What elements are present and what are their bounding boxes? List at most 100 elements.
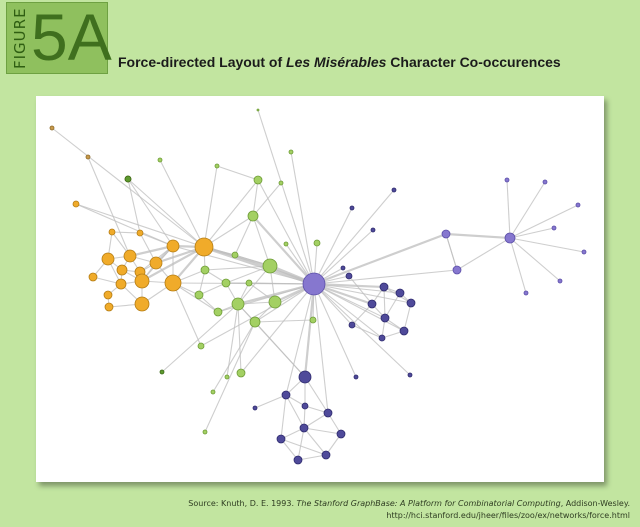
graph-node — [256, 108, 260, 112]
graph-edge — [297, 427, 305, 461]
graph-edge — [216, 165, 259, 181]
source-pre: Source: Knuth, D. E. 1993. — [188, 499, 297, 508]
graph-node — [309, 316, 317, 324]
graph-node — [581, 249, 587, 255]
graph-node — [321, 450, 331, 460]
figure-title: Force-directed Layout of Les Misérables … — [118, 54, 561, 70]
graph-edge — [111, 231, 141, 234]
graph-edge — [290, 151, 315, 285]
graph-edge — [257, 179, 315, 285]
graph-node — [136, 229, 144, 237]
graph-node — [391, 187, 397, 193]
graph-node — [557, 278, 563, 284]
source-citation: Source: Knuth, D. E. 1993. The Stanford … — [188, 498, 630, 522]
title-italic: Les Misérables — [286, 54, 387, 70]
graph-edge — [313, 283, 383, 339]
network-graph — [49, 108, 587, 465]
graph-edge — [234, 215, 254, 256]
graph-edge — [280, 438, 299, 461]
graph-edge — [285, 283, 315, 396]
graph-node — [115, 278, 127, 290]
graph-node — [252, 405, 258, 411]
source-line-1: Source: Knuth, D. E. 1993. The Stanford … — [188, 498, 630, 510]
graph-edge — [506, 179, 511, 239]
graph-node — [353, 374, 359, 380]
graph-edge — [172, 282, 202, 347]
graph-node — [281, 390, 291, 400]
graph-edge — [204, 265, 271, 271]
graph-edge — [254, 283, 315, 323]
graph-node — [379, 282, 389, 292]
graph-node — [236, 368, 246, 378]
graph-edge — [509, 237, 561, 282]
graph-node — [247, 210, 259, 222]
graph-node — [134, 273, 150, 289]
figure-label: FIGURE — [11, 7, 29, 69]
graph-node — [268, 295, 282, 309]
graph-node — [298, 370, 312, 384]
graph-edge — [257, 109, 315, 285]
graph-edge — [313, 283, 412, 304]
graph-edge — [384, 292, 401, 319]
graph-edge — [285, 394, 305, 429]
graph-edge — [217, 283, 315, 313]
graph-node — [395, 288, 405, 298]
graph-node — [224, 374, 230, 380]
graph-node — [283, 241, 289, 247]
graph-edge — [75, 203, 205, 248]
graph-edge — [127, 178, 205, 248]
graph-node — [103, 290, 113, 300]
graph-edge — [313, 269, 458, 285]
graph-edge — [313, 283, 329, 414]
graph-node — [72, 200, 80, 208]
graph-edge — [87, 156, 131, 257]
graph-edge — [403, 302, 412, 332]
graph-edge — [351, 303, 373, 326]
graph-node — [441, 229, 451, 239]
graph-node — [406, 298, 416, 308]
graph-edge — [445, 233, 458, 271]
graph-node — [194, 237, 214, 257]
title-post: Character Co-occurences — [386, 54, 561, 70]
graph-edge — [254, 319, 314, 323]
graph-node — [214, 163, 220, 169]
figure-badge: FIGURE 5A — [6, 0, 112, 74]
title-pre: Force-directed Layout of — [118, 54, 287, 70]
graph-node — [504, 177, 510, 183]
graph-edge — [212, 321, 256, 393]
graph-edge — [237, 303, 242, 374]
graph-node — [288, 149, 294, 155]
graph-edge — [200, 283, 315, 347]
graph-edge — [161, 303, 239, 373]
graph-node — [380, 313, 390, 323]
graph-edge — [254, 321, 306, 378]
graph-node — [166, 239, 180, 253]
graph-edge — [313, 283, 405, 332]
graph-edge — [237, 265, 271, 305]
graph-edge — [348, 275, 373, 305]
graph-edge — [280, 394, 287, 440]
graph-edge — [509, 181, 546, 239]
graph-node — [245, 279, 253, 287]
graph-node — [108, 228, 116, 236]
graph-node — [210, 389, 216, 395]
source-italic: The Stanford GraphBase: A Platform for C… — [296, 499, 561, 508]
graph-edge — [159, 159, 205, 248]
graph-node — [200, 265, 210, 275]
graph-node — [293, 455, 303, 465]
source-post: , Addison-Wesley. — [560, 499, 630, 508]
graph-edge — [303, 412, 329, 429]
graph-node — [231, 251, 239, 259]
graph-edge — [252, 215, 271, 267]
graph-edge — [313, 189, 395, 285]
graph-edge — [509, 237, 527, 294]
graph-edge — [75, 203, 174, 247]
graph-node — [104, 302, 114, 312]
graph-node — [49, 125, 55, 131]
graph-edge — [297, 454, 327, 461]
graph-node — [336, 429, 346, 439]
graph-edge — [351, 324, 383, 339]
graph-node — [542, 179, 548, 185]
graph-edge — [313, 229, 374, 285]
graph-node — [523, 290, 529, 296]
